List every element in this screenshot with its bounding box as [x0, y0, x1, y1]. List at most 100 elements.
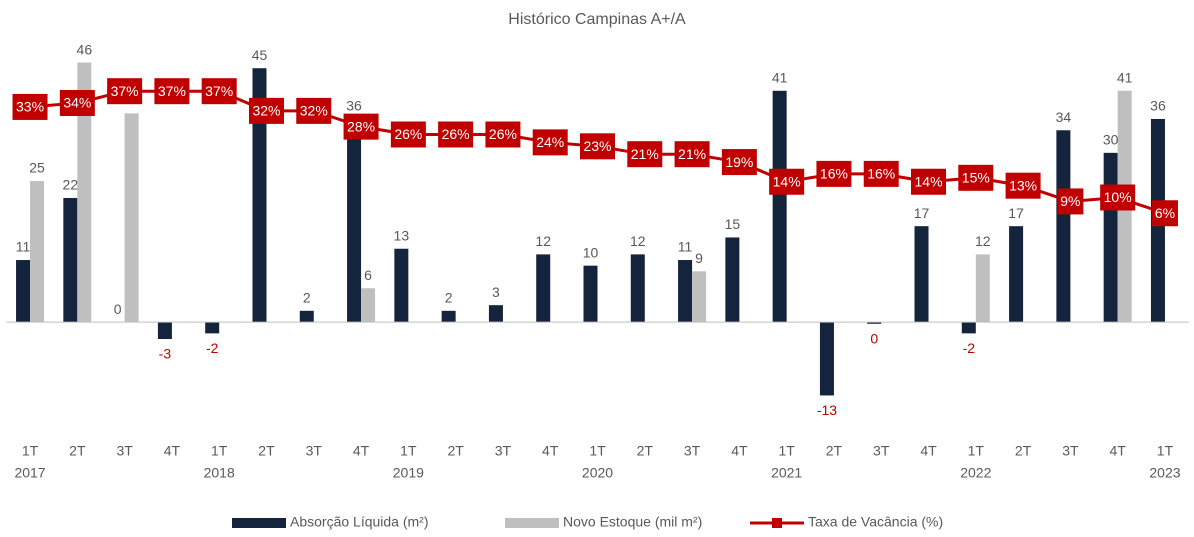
bar: [1009, 226, 1024, 323]
x-tick-label: 4T: [353, 443, 370, 459]
bar: [961, 322, 976, 334]
x-tick-label: 2T: [637, 443, 654, 459]
chart-title: Histórico Campinas A+/A: [508, 11, 686, 28]
bar: [975, 254, 990, 323]
data-label: -2: [206, 340, 219, 356]
x-year-label: 2017: [14, 465, 45, 481]
data-label: 10%: [1104, 189, 1132, 205]
bar: [77, 62, 92, 323]
bar: [124, 113, 139, 323]
data-label-box: [201, 78, 237, 105]
data-label: 41: [772, 69, 788, 85]
bar: [441, 310, 456, 323]
x-tick-label: 3T: [495, 443, 512, 459]
data-label-box: [532, 129, 568, 156]
data-label-box: [816, 160, 852, 187]
bar: [536, 254, 551, 323]
data-label: 12: [630, 233, 646, 249]
legend-label: Taxa de Vacância (%): [808, 514, 943, 530]
x-tick-label: 1T: [211, 443, 228, 459]
bar: [347, 118, 362, 323]
x-tick-label: 2T: [447, 443, 464, 459]
data-label: 0: [870, 330, 878, 346]
data-label: 21%: [678, 146, 706, 162]
x-tick-label: 2T: [69, 443, 86, 459]
data-label: 37%: [205, 83, 233, 99]
x-tick-label: 4T: [542, 443, 559, 459]
x-tick-label: 1T: [22, 443, 39, 459]
data-label: 28%: [347, 118, 375, 134]
data-label: 13: [394, 227, 410, 243]
data-label-box: [911, 168, 947, 195]
bar: [725, 237, 740, 323]
data-label-box: [107, 78, 143, 105]
data-label: 21%: [631, 146, 659, 162]
legend-swatch: [232, 518, 286, 528]
data-label: 24%: [536, 134, 564, 150]
data-label: 26%: [394, 126, 422, 142]
x-tick-label: 4T: [1109, 443, 1126, 459]
x-tick-label: 4T: [920, 443, 937, 459]
data-label-box: [1100, 184, 1136, 211]
data-label: 26%: [489, 126, 517, 142]
data-label: 0: [114, 301, 122, 317]
x-tick-label: 1T: [968, 443, 985, 459]
data-label-box: [154, 78, 190, 105]
x-tick-label: 3T: [873, 443, 890, 459]
data-label: 11: [16, 239, 31, 255]
data-label: 15: [725, 216, 741, 232]
bar: [488, 305, 503, 323]
data-label-box: [343, 113, 379, 140]
data-label: 17: [1008, 205, 1024, 221]
data-label: 45: [252, 47, 268, 63]
legend-swatch: [505, 518, 559, 528]
data-label: -2: [963, 340, 976, 356]
data-label: 15%: [962, 170, 990, 186]
x-tick-label: 1T: [400, 443, 417, 459]
bar: [867, 322, 882, 324]
bar: [772, 90, 787, 323]
data-label: -13: [817, 402, 837, 418]
x-tick-label: 3T: [306, 443, 323, 459]
data-label: -3: [159, 346, 172, 362]
data-label: 16%: [867, 166, 895, 182]
bar: [678, 260, 693, 323]
x-tick-label: 4T: [731, 443, 748, 459]
bar: [394, 248, 409, 323]
data-label-box: [438, 121, 474, 148]
data-label-box: [1151, 200, 1178, 227]
x-year-label: 2018: [204, 465, 235, 481]
data-label: 6%: [1155, 205, 1175, 221]
legend-label: Absorção Líquida (m²): [290, 514, 429, 530]
data-label: 19%: [725, 154, 753, 170]
data-label: 34: [1056, 109, 1072, 125]
data-label-box: [863, 160, 899, 187]
data-label-box: [485, 121, 521, 148]
data-label: 16%: [820, 166, 848, 182]
data-label: 37%: [111, 83, 139, 99]
bar: [1103, 152, 1118, 323]
x-year-label: 2023: [1149, 465, 1180, 481]
bar: [205, 322, 220, 334]
data-label: 6: [364, 267, 372, 283]
data-label: 9: [695, 250, 703, 266]
bar: [63, 197, 78, 323]
data-label-box: [390, 121, 426, 148]
x-tick-label: 3T: [1062, 443, 1079, 459]
x-tick-label: 2T: [1015, 443, 1032, 459]
x-tick-label: 1T: [589, 443, 606, 459]
x-year-label: 2022: [960, 465, 991, 481]
x-tick-label: 1T: [778, 443, 795, 459]
bar: [819, 322, 834, 396]
x-tick-label: 2T: [826, 443, 843, 459]
data-label: 13%: [1009, 177, 1037, 193]
data-label: 32%: [252, 103, 280, 119]
bar: [692, 271, 707, 323]
bar: [630, 254, 645, 323]
x-tick-label: 2T: [258, 443, 275, 459]
data-label: 25: [29, 160, 45, 176]
data-label: 12: [975, 233, 991, 249]
x-tick-label: 3T: [116, 443, 133, 459]
x-tick-label: 1T: [1157, 443, 1174, 459]
